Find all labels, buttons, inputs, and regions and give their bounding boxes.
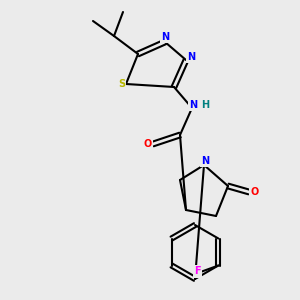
- Text: O: O: [250, 187, 259, 197]
- Text: S: S: [118, 79, 125, 89]
- Text: N: N: [161, 32, 169, 42]
- Text: N: N: [201, 155, 210, 166]
- Text: N: N: [189, 100, 198, 110]
- Text: N: N: [187, 52, 196, 62]
- Text: O: O: [143, 139, 152, 149]
- Text: H: H: [201, 100, 210, 110]
- Text: F: F: [194, 266, 201, 277]
